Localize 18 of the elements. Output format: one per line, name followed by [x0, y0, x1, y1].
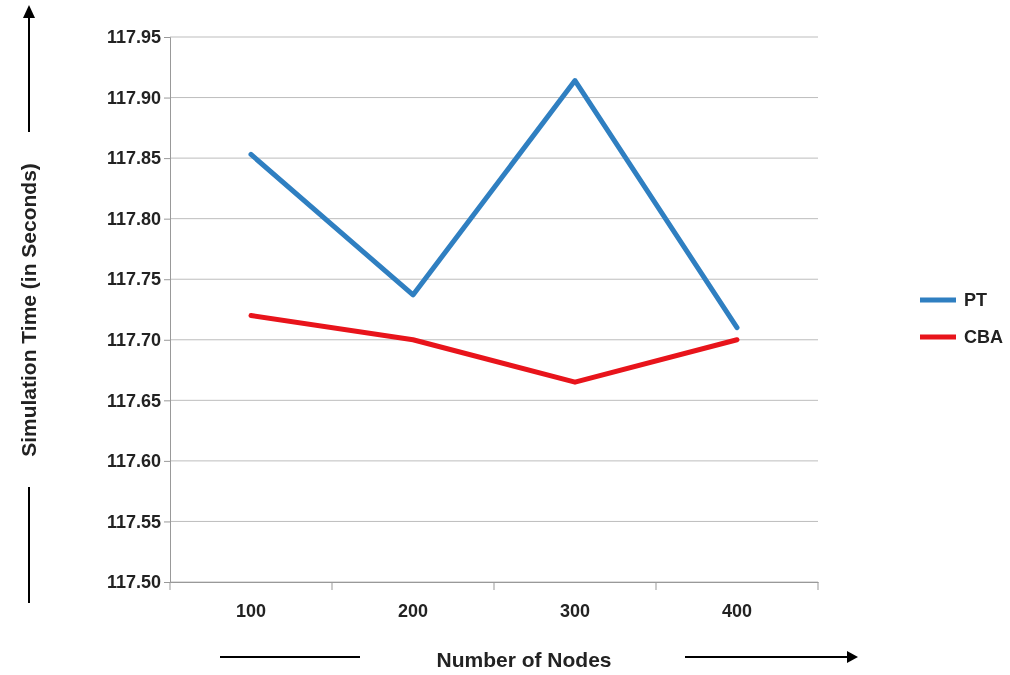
y-tick-label: 117.75 [106, 269, 161, 290]
x-tick-label: 100 [235, 600, 267, 621]
y-tick-label: 117.70 [106, 330, 161, 351]
legend-label: PT [964, 290, 988, 310]
y-tick-label: 117.50 [106, 572, 161, 593]
x-axis-title: Number of Nodes [436, 648, 612, 671]
y-tick-label: 117.80 [106, 208, 161, 229]
legend-label: CBA [964, 327, 1003, 347]
x-tick-label: 200 [397, 600, 429, 621]
x-tick-label: 400 [721, 600, 753, 621]
x-tick-label: 300 [559, 600, 591, 621]
y-tick-label: 117.65 [106, 390, 161, 411]
y-tick-label: 117.85 [106, 148, 161, 169]
y-tick-label: 117.95 [106, 27, 161, 48]
y-tick-label: 117.90 [106, 87, 161, 108]
y-axis-title: Simulation Time (in Seconds) [17, 163, 40, 457]
y-tick-label: 117.55 [106, 511, 161, 532]
y-tick-label: 117.60 [106, 451, 161, 472]
